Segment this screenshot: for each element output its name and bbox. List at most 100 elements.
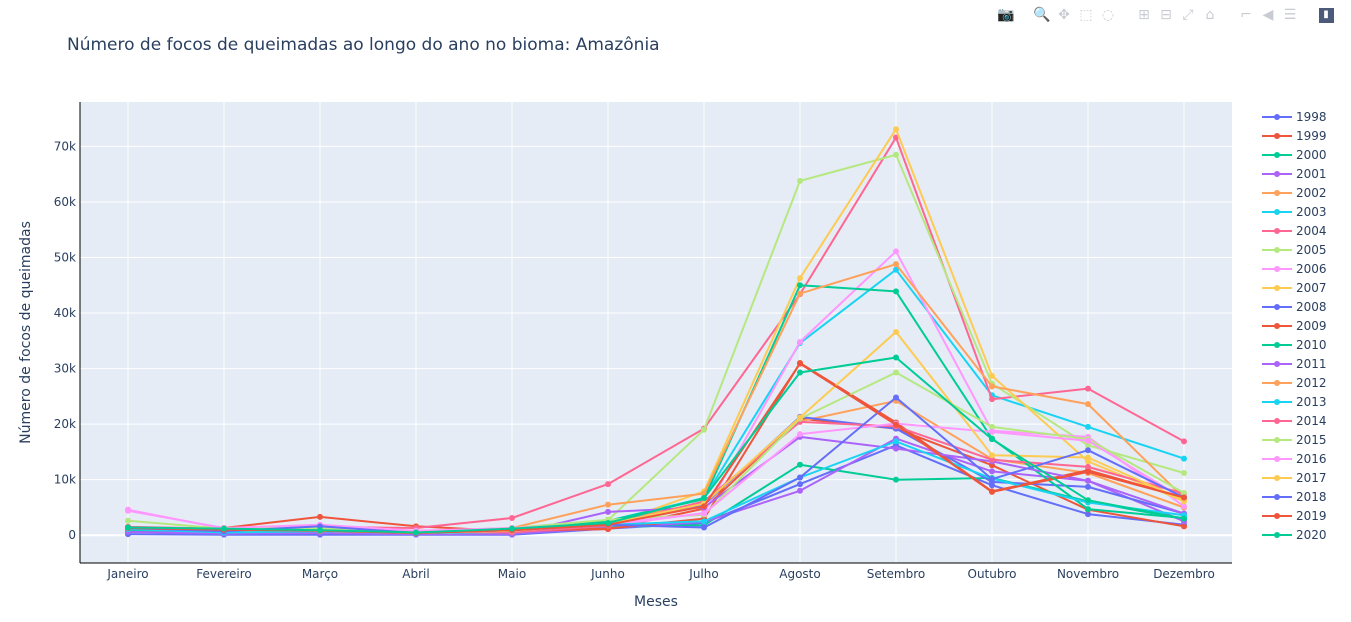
zoom-icon: 🔍 (1033, 7, 1051, 23)
y-tick-label: 40k (54, 306, 76, 320)
legend-label: 2020 (1296, 528, 1327, 542)
x-tick-label: Dezembro (1153, 567, 1215, 581)
legend-item: 2014 (1262, 414, 1327, 428)
legend-swatch-marker (1274, 513, 1280, 519)
legend-item: 2015 (1262, 433, 1327, 447)
legend-swatch-marker (1274, 437, 1280, 443)
y-tick-label: 30k (54, 362, 76, 376)
legend-label: 2017 (1296, 471, 1327, 485)
data-point (893, 134, 899, 141)
legend-swatch-marker (1274, 304, 1280, 310)
legend-swatch-marker (1274, 209, 1280, 215)
autoscale-icon: ⤢ (1182, 7, 1194, 23)
box-select-button[interactable]: ⬚ (1075, 6, 1097, 24)
spike-lines-button[interactable]: ⌐ (1235, 6, 1257, 24)
legend-item: 2005 (1262, 243, 1327, 257)
legend: 1998 1999 2000 2001 2002 2003 2004 2005 2006 2007… (1262, 110, 1327, 542)
legend-label: 2003 (1296, 205, 1327, 219)
data-point (797, 338, 803, 345)
legend-item: 2013 (1262, 395, 1327, 409)
legend-swatch-marker (1274, 247, 1280, 253)
legend-item: 2009 (1262, 319, 1327, 333)
data-point (1085, 454, 1091, 461)
data-point (989, 488, 995, 495)
spike-lines-icon: ⌐ (1240, 7, 1252, 23)
hover-closest-button[interactable]: ◀ (1257, 6, 1279, 24)
legend-label: 2010 (1296, 338, 1327, 352)
legend-label: 1999 (1296, 129, 1327, 143)
hover-compare-icon: ☰ (1283, 7, 1297, 23)
data-point (125, 524, 131, 531)
data-point (1085, 511, 1091, 518)
legend-item: 2008 (1262, 300, 1327, 314)
zoom-out-icon: ⊟ (1160, 7, 1172, 23)
autoscale-button[interactable]: ⤢ (1177, 6, 1199, 24)
legend-swatch-marker (1274, 171, 1280, 177)
legend-swatch-marker (1274, 361, 1280, 367)
legend-swatch-marker (1274, 532, 1280, 538)
hover-compare-button[interactable]: ☰ (1279, 6, 1301, 24)
y-tick-label: 20k (54, 417, 76, 431)
data-point (989, 428, 995, 435)
data-point (1085, 437, 1091, 444)
data-point (605, 501, 611, 508)
data-point (701, 503, 707, 510)
x-tick-label: Março (302, 567, 338, 581)
plotly-logo-button[interactable]: ▮ (1315, 6, 1337, 24)
y-tick-label: 70k (54, 139, 76, 153)
legend-label: 2001 (1296, 167, 1327, 181)
y-tick-label: 0 (68, 528, 76, 542)
legend-label: 2015 (1296, 433, 1327, 447)
x-tick-label: Abril (402, 567, 429, 581)
camera-button[interactable]: 📷 (995, 6, 1017, 24)
legend-swatch-marker (1274, 114, 1280, 120)
legend-label: 2009 (1296, 319, 1327, 333)
pan-button[interactable]: ✥ (1053, 6, 1075, 24)
modebar-group: ▮ (1315, 6, 1337, 24)
legend-label: 2006 (1296, 262, 1327, 276)
modebar-group: ⌐ ◀ ☰ (1235, 6, 1301, 24)
legend-swatch-marker (1274, 342, 1280, 348)
data-point (1181, 455, 1187, 462)
data-point (125, 517, 131, 524)
zoom-out-button[interactable]: ⊟ (1155, 6, 1177, 24)
data-point (797, 369, 803, 376)
data-point (1181, 515, 1187, 522)
chart-title: Número de focos de queimadas ao longo do… (67, 35, 660, 55)
legend-item: 2012 (1262, 376, 1327, 390)
data-point (413, 529, 419, 536)
data-point (893, 369, 899, 376)
data-point (317, 513, 323, 520)
legend-swatch-marker (1274, 152, 1280, 158)
legend-label: 2014 (1296, 414, 1327, 428)
x-axis-title: Meses (634, 594, 678, 610)
data-point (1085, 401, 1091, 408)
data-point (797, 282, 803, 289)
zoom-in-button[interactable]: ⊞ (1133, 6, 1155, 24)
data-point (797, 414, 803, 421)
zoom-in-icon: ⊞ (1138, 7, 1150, 23)
legend-swatch-marker (1274, 133, 1280, 139)
data-point (797, 275, 803, 282)
data-point (1085, 385, 1091, 392)
data-point (797, 177, 803, 184)
modebar-group: 📷 (995, 6, 1017, 24)
legend-label: 2004 (1296, 224, 1327, 238)
legend-swatch-marker (1274, 475, 1280, 481)
data-point (989, 456, 995, 463)
data-point (989, 383, 995, 390)
x-tick-label: Janeiro (106, 567, 148, 581)
data-point (989, 436, 995, 443)
data-point (1085, 463, 1091, 470)
data-point (893, 438, 899, 445)
data-point (893, 445, 899, 452)
data-point (797, 487, 803, 494)
data-point (989, 476, 995, 483)
reset-axes-button[interactable]: ⌂ (1199, 6, 1221, 24)
legend-label: 2002 (1296, 186, 1327, 200)
data-point (893, 248, 899, 255)
data-point (605, 508, 611, 515)
data-point (701, 524, 707, 531)
zoom-button[interactable]: 🔍 (1031, 6, 1053, 24)
lasso-select-button[interactable]: ◌ (1097, 6, 1119, 24)
